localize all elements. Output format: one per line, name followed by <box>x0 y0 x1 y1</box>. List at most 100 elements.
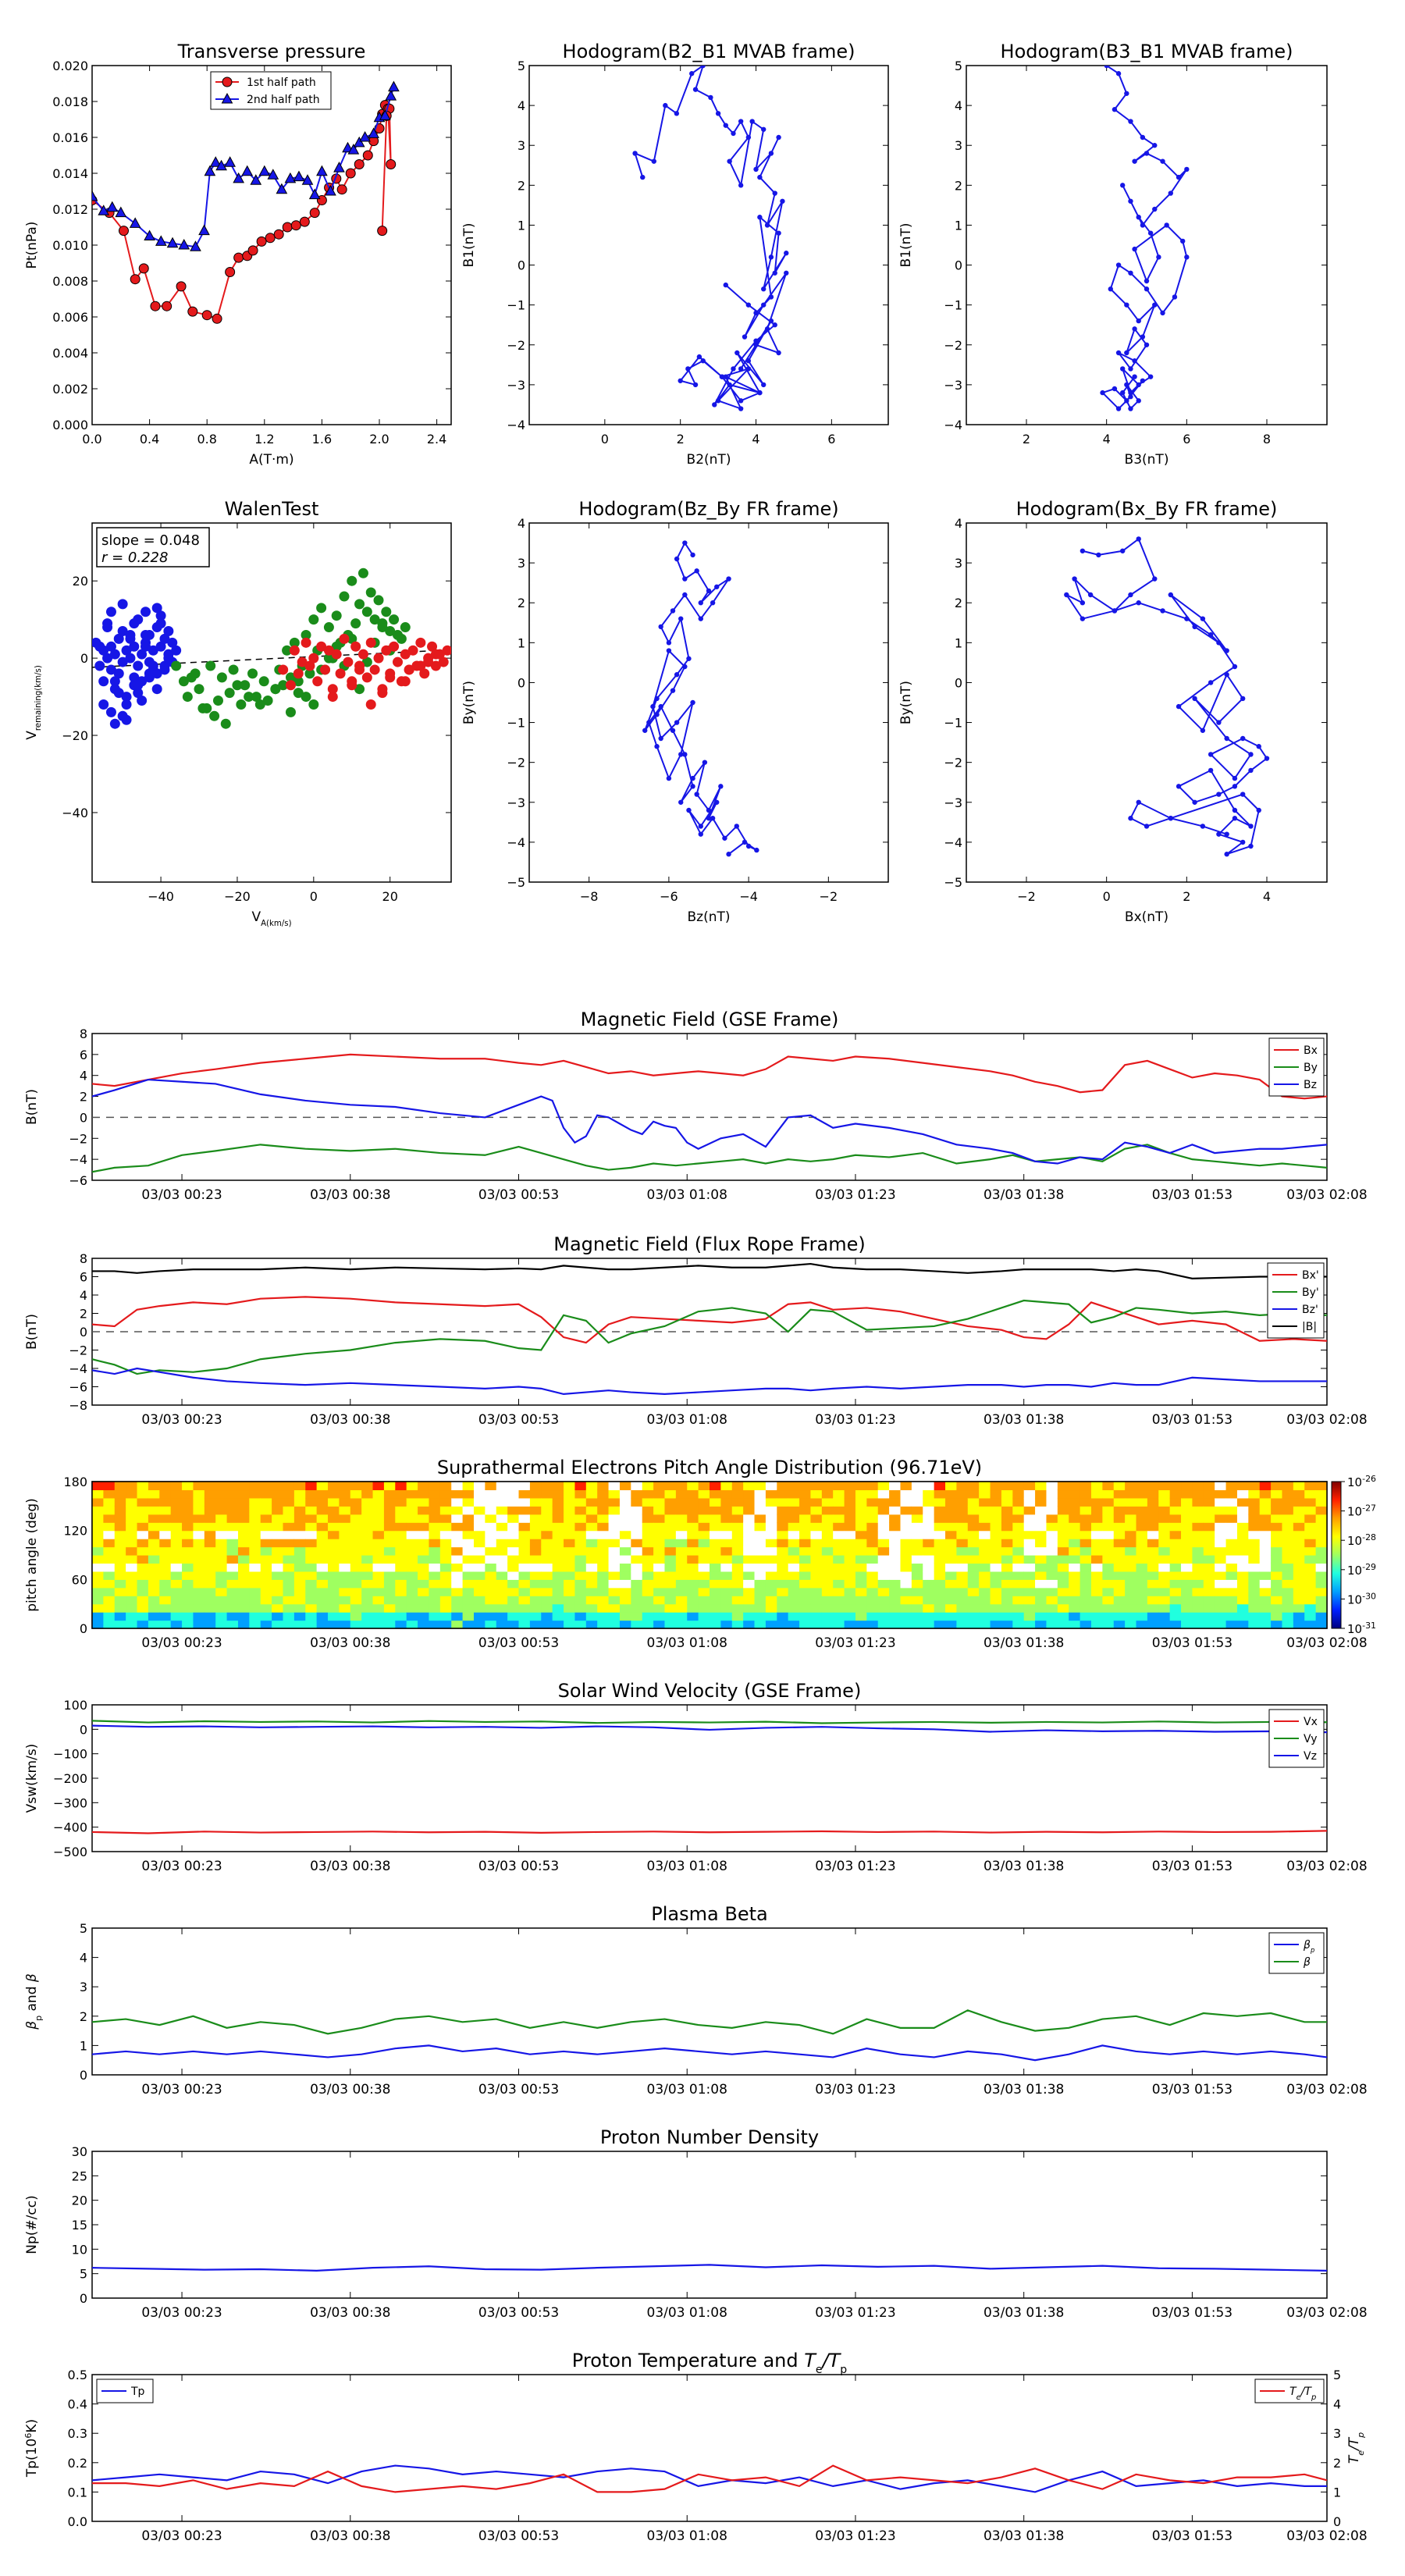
heatmap-cell <box>159 1620 172 1628</box>
heatmap-cell <box>1136 1603 1148 1613</box>
heatmap-cell <box>552 1497 564 1507</box>
heatmap-cell <box>249 1603 261 1613</box>
heatmap-cell <box>1248 1596 1261 1605</box>
heatmap-cell <box>967 1539 980 1548</box>
data-point <box>761 126 767 132</box>
heatmap-cell <box>237 1579 250 1589</box>
heatmap-cell <box>1001 1612 1013 1621</box>
data-point <box>1172 294 1178 300</box>
heatmap-cell <box>866 1489 879 1499</box>
data-point <box>1168 816 1174 821</box>
heatmap-cell <box>249 1579 261 1589</box>
heatmap-cell <box>923 1489 935 1499</box>
x-tick-label: 20 <box>382 889 398 904</box>
heatmap-cell <box>350 1620 362 1628</box>
data-point <box>1144 278 1150 284</box>
heatmap-cell <box>653 1539 666 1548</box>
heatmap-cell <box>754 1546 767 1556</box>
data-point <box>1208 632 1214 638</box>
y-tick-label: 2 <box>80 1090 87 1105</box>
heatmap-cell <box>339 1489 351 1499</box>
heatmap-cell <box>687 1482 699 1491</box>
heatmap-cell <box>855 1603 867 1613</box>
heatmap-cell <box>765 1587 777 1596</box>
heatmap-cell <box>114 1514 126 1523</box>
heatmap-cell <box>777 1563 789 1572</box>
heatmap-cell <box>1158 1596 1171 1605</box>
heatmap-cell <box>698 1506 710 1515</box>
heatmap-cell <box>911 1539 923 1548</box>
heatmap-cell <box>1023 1539 1036 1548</box>
heatmap-cell <box>788 1612 800 1621</box>
heatmap-cell <box>810 1530 823 1539</box>
data-point <box>682 664 688 670</box>
y-tick-label: −1 <box>944 298 962 313</box>
heatmap-cell <box>720 1539 733 1548</box>
heatmap-cell <box>687 1603 699 1613</box>
heatmap-cell <box>1102 1530 1115 1539</box>
heatmap-cell <box>204 1514 216 1523</box>
y-tick-label: 20 <box>72 2194 87 2208</box>
heatmap-cell <box>361 1555 374 1564</box>
heatmap-cell <box>473 1546 486 1556</box>
heatmap-cell <box>889 1546 902 1556</box>
heatmap-cell <box>1035 1482 1048 1491</box>
heatmap-cell <box>710 1612 721 1621</box>
heatmap-cell <box>900 1506 912 1515</box>
heatmap-cell <box>159 1522 172 1532</box>
heatmap-cell <box>608 1563 621 1572</box>
data-point <box>757 215 763 220</box>
heatmap-cell <box>1259 1612 1272 1621</box>
heatmap-cell <box>698 1539 710 1548</box>
heatmap-cell <box>126 1489 138 1499</box>
heatmap-cell <box>1282 1482 1294 1491</box>
heatmap-cell <box>293 1489 306 1499</box>
data-point <box>1224 852 1229 857</box>
heatmap-cell <box>204 1482 216 1491</box>
heatmap-cell <box>1225 1539 1238 1548</box>
scatter-point <box>258 676 269 687</box>
heatmap-cell <box>597 1539 610 1548</box>
data-point <box>738 398 744 404</box>
heatmap-cell <box>810 1612 823 1621</box>
heatmap-cell <box>1012 1506 1025 1515</box>
y-axis-label: B1(nT) <box>461 223 477 268</box>
heatmap-cell <box>361 1539 374 1548</box>
heatmap-cell <box>1147 1506 1159 1515</box>
heatmap-cell <box>979 1522 991 1532</box>
heatmap-cell <box>283 1530 295 1539</box>
heatmap-cell <box>215 1620 228 1628</box>
heatmap-cell <box>1192 1522 1204 1532</box>
heatmap-cell <box>923 1579 935 1589</box>
heatmap-cell <box>1158 1603 1171 1613</box>
data-point <box>362 150 373 161</box>
data-point <box>1192 696 1197 702</box>
x-tick-label: 2.0 <box>369 432 389 447</box>
heatmap-cell <box>1304 1612 1317 1621</box>
heatmap-cell <box>439 1563 452 1572</box>
data-point <box>1256 744 1261 749</box>
heatmap-cell <box>866 1603 879 1613</box>
heatmap-cell <box>182 1514 194 1523</box>
scatter-point <box>293 668 304 679</box>
heatmap-cell <box>1113 1587 1126 1596</box>
heatmap-cell <box>664 1603 677 1613</box>
scatter-point <box>159 633 170 644</box>
heatmap-cell <box>1169 1497 1182 1507</box>
heatmap-cell <box>552 1620 564 1628</box>
scatter-point <box>182 692 193 703</box>
heatmap-cell <box>1259 1596 1272 1605</box>
colorbar-label: 10-28 <box>1347 1532 1376 1549</box>
heatmap-cell <box>1181 1555 1193 1564</box>
heatmap-cell <box>1012 1546 1025 1556</box>
scatter-point <box>216 672 227 683</box>
heatmap-cell <box>103 1546 116 1556</box>
scatter-point <box>389 614 400 625</box>
heatmap-cell <box>765 1563 777 1572</box>
heatmap-cell <box>316 1522 329 1532</box>
scatter-point <box>297 656 308 667</box>
hodogram-line <box>644 541 757 856</box>
heatmap-cell <box>710 1563 721 1572</box>
heatmap-cell <box>552 1506 564 1515</box>
heatmap-cell <box>418 1482 430 1491</box>
